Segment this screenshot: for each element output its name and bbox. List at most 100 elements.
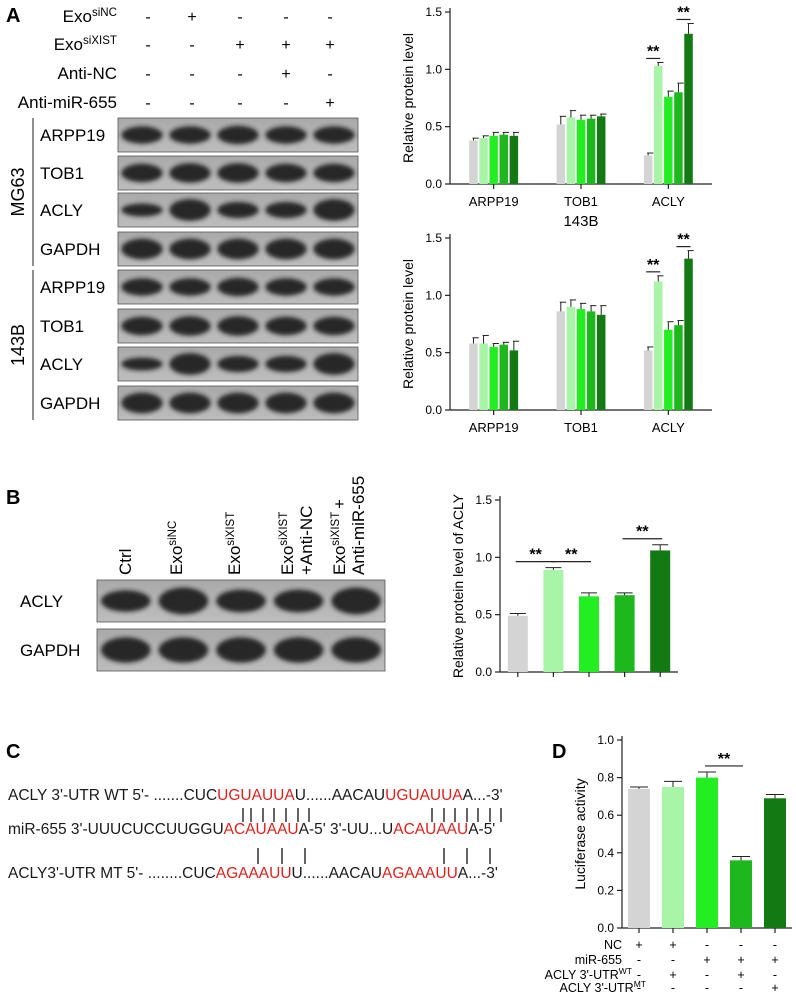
x-tick-label: ARPP19 [469,194,519,209]
y-tick-label: 0.0 [597,921,614,935]
blot-band [121,163,163,183]
blot-band [169,316,211,336]
bar [489,346,498,410]
condition-label: miR-655 [575,953,622,967]
x-tick-label: ACLY [652,194,685,209]
condition-sign: - [145,95,150,112]
condition-sign: - [637,968,641,982]
condition-sign: + [771,981,778,995]
blot-band [121,203,163,217]
blot-band [265,163,307,183]
condition-sign: - [145,66,150,83]
blot-band [169,238,211,260]
blot-band [217,163,259,183]
condition-sign: + [281,37,290,54]
panel-a-western-blots: ARPP19 TOB1 ACLY GAPDH MG63 ARPP19 TOB1 ACLY GAP… [8,117,359,421]
chart-acly-relative: 0.0 0.5 1.0 1.5 Relative protein level of AC… [450,493,678,679]
blot-band [216,637,266,663]
condition-sign: - [773,938,777,952]
blot-band [169,163,211,183]
bar [543,569,564,672]
x-tick-label: ARPP19 [469,420,519,435]
blot-row-label: ARPP19 [40,278,105,297]
blot-band [313,163,355,183]
condition-label: ExosiNC [63,7,117,26]
bar [469,140,478,184]
condition-sign: - [671,981,675,995]
blot-band [121,278,163,296]
y-tick-label: 0.2 [597,883,614,897]
y-tick-label: 0.5 [475,608,492,622]
blot-band [216,589,266,613]
blot-row-label: TOB1 [40,317,84,336]
y-tick-label: 0.5 [425,346,442,360]
blot-band [265,126,307,144]
bar [664,96,673,184]
lane-label-line2: +Anti-NC [297,506,316,575]
bar [643,155,653,184]
blot-band [169,353,211,375]
significance-marker: ** [677,232,690,249]
blot-band [331,587,381,615]
significance-marker: ** [718,751,731,768]
blot-band [313,278,355,296]
y-tick-label: 0.4 [597,846,614,860]
bar [586,118,596,184]
bar [674,325,683,410]
y-tick-label: 0.8 [597,771,614,785]
blot-band [273,589,324,613]
panel-letter-c: C [6,741,20,763]
bar [596,116,606,184]
blot-band [121,126,163,144]
blot-band [265,238,307,260]
blot-band [313,392,355,414]
y-axis-label: Relative protein level [400,33,416,163]
bar [650,550,671,672]
significance-marker: ** [677,4,690,21]
blot-band [265,392,307,414]
condition-sign: - [705,938,709,952]
condition-sign: - [637,953,641,967]
condition-sign: + [737,953,744,967]
significance-marker: ** [647,257,660,274]
y-tick-label: 0.0 [425,177,442,191]
blot-band [158,637,209,663]
lane-label: ExosiXIST [225,512,244,575]
condition-sign: - [145,37,150,54]
y-tick-label: 0.6 [597,808,614,822]
condition-sign: - [189,66,194,83]
x-tick-label: TOB1 [564,420,598,435]
blot-band [158,587,209,615]
significance-marker: ** [647,43,660,60]
condition-label: ACLY 3'-UTRMT [560,979,646,995]
lane-label-plus: + [330,499,349,509]
bar [764,798,786,928]
condition-sign: + [771,953,778,967]
condition-sign: - [189,95,194,112]
condition-sign: - [739,938,743,952]
y-tick-label: 1.0 [425,288,442,302]
condition-sign: - [237,9,242,26]
significance-marker: ** [636,524,649,541]
condition-sign: - [773,968,777,982]
blot-band [101,637,151,663]
condition-sign: - [283,9,288,26]
bar [653,65,663,184]
panel-a-condition-table: ExosiNC - + - - - ExosiXIST - - + + + Anti-NC - - - + - An… [18,7,335,112]
bar [653,281,663,410]
blot-band [265,201,307,219]
blot-band [217,125,259,145]
blot-band [169,392,211,414]
condition-sign: - [705,981,709,995]
bar [684,33,693,184]
cell-line-label: 143B [8,324,28,366]
condition-sign: + [325,95,334,112]
condition-sign: + [737,968,744,982]
condition-sign: + [669,938,676,952]
lane-label: Ctrl [116,549,135,575]
bar [674,92,683,184]
blot-band [265,355,307,373]
condition-label: ACLY 3'-UTRWT [545,966,632,982]
blot-band [121,357,163,371]
x-tick-label: ACLY [652,420,685,435]
